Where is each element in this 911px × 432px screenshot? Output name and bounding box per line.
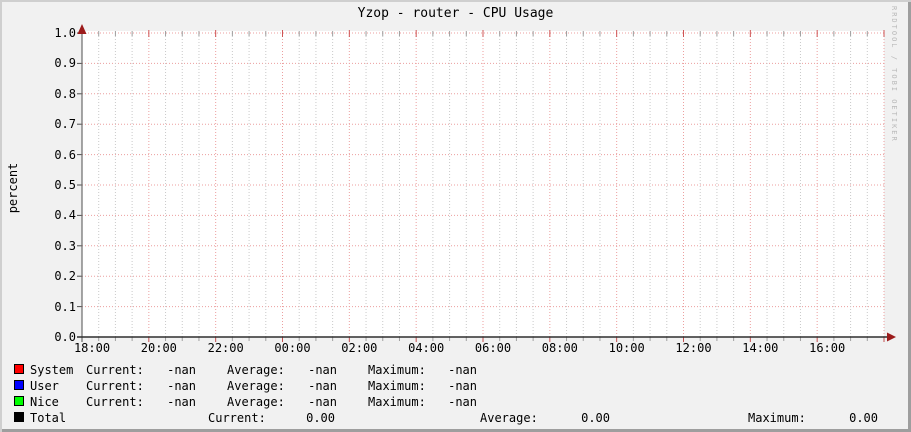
legend-current-label: Current: — [86, 363, 144, 377]
legend-swatch-system — [14, 364, 24, 374]
legend-maximum-label: Maximum: — [368, 395, 426, 409]
legend-row-user: User Current: -nan Average: -nan Maximum: -nan — [0, 378, 911, 394]
y-axis-arrow-icon — [77, 24, 87, 34]
legend-swatch-nice — [14, 396, 24, 406]
y-tick-label: 0.2 — [54, 269, 76, 284]
legend-series-name: Nice — [30, 395, 59, 409]
y-axis-label: percent — [6, 162, 20, 214]
legend-average-value: 0.00 — [581, 411, 610, 425]
x-tick-label: 02:00 — [341, 341, 378, 355]
legend-current-value: -nan — [167, 395, 196, 409]
legend-current-label: Current: — [208, 411, 266, 425]
y-tick-label: 0.5 — [54, 178, 76, 192]
y-tick-label: 0.3 — [54, 238, 76, 253]
legend-maximum-label: Maximum: — [748, 411, 806, 425]
x-tick-label: 04:00 — [408, 341, 445, 355]
x-tick-label: 10:00 — [608, 341, 645, 355]
legend-average-label: Average: — [480, 411, 538, 425]
x-tick-label: 18:00 — [73, 341, 111, 355]
legend-average-label: Average: — [227, 379, 285, 393]
legend-average-label: Average: — [227, 363, 285, 377]
x-tick-label: 14:00 — [742, 341, 779, 355]
legend-maximum-label: Maximum: — [368, 363, 426, 377]
y-tick-label: 0.7 — [54, 117, 76, 132]
y-tick-label: 0.8 — [54, 86, 76, 101]
legend-current-value: -nan — [167, 379, 196, 393]
legend-current-value: -nan — [167, 363, 196, 377]
x-tick-label: 16:00 — [809, 341, 846, 355]
x-tick-label: 08:00 — [541, 341, 578, 355]
legend-row-system: System Current: -nan Average: -nan Maximum: -n… — [0, 362, 911, 378]
legend-current-label: Current: — [86, 395, 144, 409]
legend-series-name: System — [30, 363, 74, 377]
legend-average-value: -nan — [308, 395, 337, 409]
legend-current-label: Current: — [86, 379, 144, 393]
legend-maximum-value: -nan — [448, 395, 477, 409]
y-tick-label: 0.1 — [54, 299, 76, 314]
legend-maximum-value: 0.00 — [849, 411, 878, 425]
legend-series-name: User — [30, 379, 59, 393]
x-tick-label: 00:00 — [274, 341, 311, 355]
x-tick-label: 06:00 — [474, 341, 512, 355]
legend-current-value: 0.00 — [306, 411, 335, 425]
legend-row-nice: Nice Current: -nan Average: -nan Maximum: -nan — [0, 394, 911, 410]
legend-row-total: Total Current: 0.00 Average: 0.00 Maximum: 0.0… — [0, 410, 911, 426]
legend-maximum-label: Maximum: — [368, 379, 426, 393]
legend-average-value: -nan — [308, 379, 337, 393]
graph-title: Yzop - router - CPU Usage — [357, 6, 554, 21]
y-tick-label: 0.6 — [54, 147, 76, 162]
legend-maximum-value: -nan — [448, 379, 477, 393]
x-tick-label: 22:00 — [207, 341, 244, 355]
legend-series-name: Total — [30, 411, 67, 425]
y-tick-label: 0.9 — [54, 56, 76, 71]
y-tick-label: 0.4 — [54, 208, 76, 223]
legend-maximum-value: -nan — [448, 363, 477, 377]
x-tick-label: 20:00 — [140, 341, 177, 355]
y-tick-label: 0.0 — [54, 330, 76, 344]
legend-swatch-user — [14, 380, 24, 390]
legend-swatch-total — [14, 412, 24, 422]
x-tick-label: 12:00 — [675, 341, 712, 355]
x-axis-arrow-icon — [887, 332, 896, 342]
legend-average-value: -nan — [308, 363, 337, 377]
y-tick-label: 1.0 — [54, 26, 76, 40]
rrdtool-watermark: RRDTOOL / TOBI OETIKER — [890, 6, 898, 143]
legend-average-label: Average: — [227, 395, 285, 409]
